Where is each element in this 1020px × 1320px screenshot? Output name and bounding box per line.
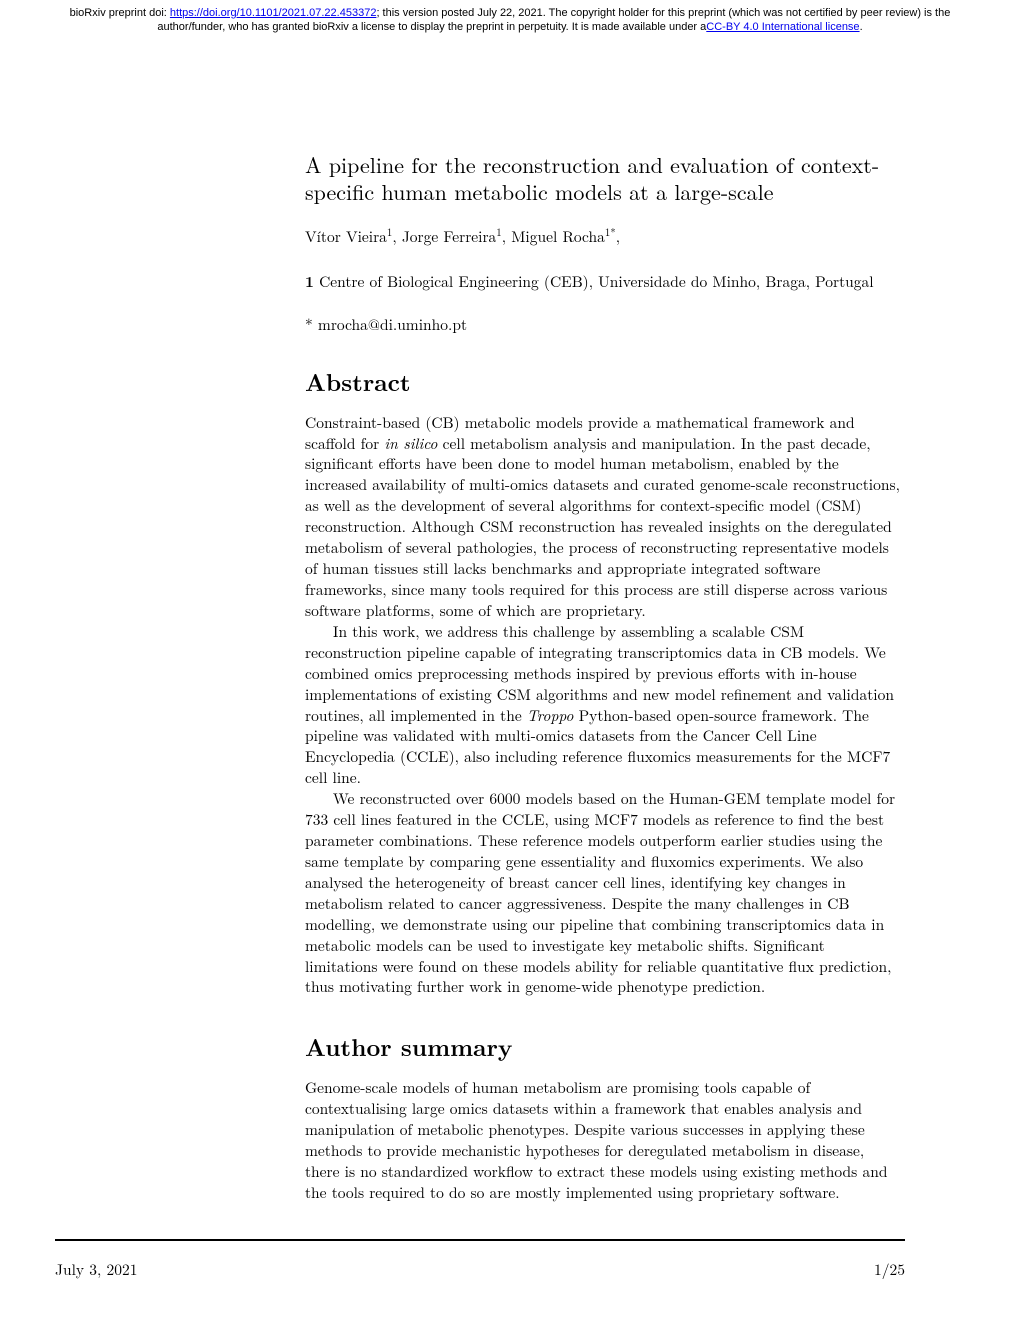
- abstract-emph: Troppo: [527, 705, 574, 726]
- preprint-banner: bioRxiv preprint doi: https://doi.org/10…: [0, 0, 1020, 41]
- abstract-emph: in silico: [384, 433, 437, 454]
- license-link[interactable]: CC-BY 4.0 International license: [706, 21, 859, 33]
- paper-content: A pipeline for the reconstruction and ev…: [305, 151, 900, 1204]
- author-sep: ,: [392, 226, 401, 247]
- abstract-heading: Abstract: [305, 365, 900, 399]
- author-sup: 1*: [605, 224, 616, 239]
- affiliation-text: Centre of Biological Engineering (CEB), …: [314, 271, 874, 292]
- abstract-paragraph: In this work, we address this challenge …: [305, 622, 900, 789]
- author-tail: ,: [616, 226, 620, 247]
- page-footer: July 3, 2021 1/25: [55, 1231, 905, 1280]
- summary-paragraph: Genome-scale models of human metabolism …: [305, 1078, 900, 1204]
- abstract-paragraph: We reconstructed over 6000 models based …: [305, 789, 900, 998]
- author-sep: ,: [502, 226, 511, 247]
- footer-rule: [55, 1239, 905, 1241]
- affiliation-number: 1: [305, 269, 314, 292]
- banner-prefix: bioRxiv preprint doi:: [70, 7, 170, 19]
- author-name: Miguel Rocha: [511, 226, 605, 247]
- banner-suffix: .: [860, 21, 863, 33]
- author-summary-heading: Author summary: [305, 1030, 900, 1064]
- corresponding-email: * mrocha@di.uminho.pt: [305, 314, 900, 335]
- doi-link[interactable]: https://doi.org/10.1101/2021.07.22.45337…: [170, 7, 377, 19]
- footer-page: 1/25: [874, 1259, 905, 1280]
- abstract-text: cell metabolism analysis and manipulatio…: [305, 433, 900, 621]
- paper-title: A pipeline for the reconstruction and ev…: [305, 151, 900, 206]
- footer-date: July 3, 2021: [55, 1259, 137, 1280]
- affiliation: 1 Centre of Biological Engineering (CEB)…: [305, 269, 900, 292]
- author-name: Jorge Ferreira: [402, 226, 496, 247]
- author-name: Vítor Vieira: [305, 226, 387, 247]
- author-list: Vítor Vieira1, Jorge Ferreira1, Miguel R…: [305, 226, 900, 247]
- footer-row: July 3, 2021 1/25: [55, 1259, 905, 1280]
- abstract-paragraph: Constraint-based (CB) metabolic models p…: [305, 413, 900, 622]
